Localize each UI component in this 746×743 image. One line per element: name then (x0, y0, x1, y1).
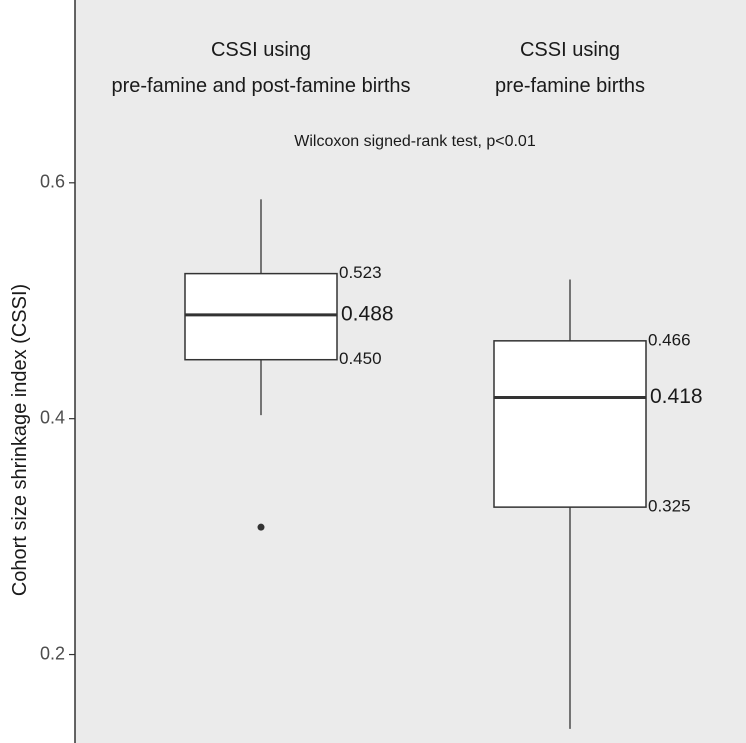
y-tick-label: 0.4 (40, 407, 65, 427)
y-axis-ticks: 0.2 0.4 0.6 (40, 172, 75, 663)
group-1-outlier-point (257, 523, 265, 531)
group-2-median-label: 0.418 (650, 385, 703, 408)
group-1-label-line-2: pre-famine and post-famine births (111, 75, 410, 97)
y-tick-label: 0.2 (40, 643, 65, 663)
group-2-box: 0.466 0.418 0.325 (493, 279, 703, 729)
y-tick-label: 0.6 (40, 172, 65, 192)
group-1-label-line-1: CSSI using (211, 39, 311, 61)
group-2-label-line-2: pre-famine births (495, 75, 645, 97)
group-labels: CSSI using pre-famine and post-famine bi… (111, 39, 645, 97)
group-1-median-label: 0.488 (341, 302, 394, 325)
group-2-q3-label: 0.466 (648, 330, 691, 349)
group-1-q1-label: 0.450 (339, 349, 382, 368)
group-2-label-line-1: CSSI using (520, 39, 620, 61)
group-1-q3-label: 0.523 (339, 263, 382, 282)
group-2-q1-label: 0.325 (648, 497, 691, 516)
group-1-iqr-box (184, 272, 338, 361)
group-2-iqr-box (493, 340, 647, 508)
group-1-box: 0.523 0.488 0.450 (184, 199, 394, 531)
test-annotation: Wilcoxon signed-rank test, p<0.01 (294, 133, 536, 150)
y-axis-label: Cohort size shrinkage index (CSSI) (9, 284, 31, 596)
